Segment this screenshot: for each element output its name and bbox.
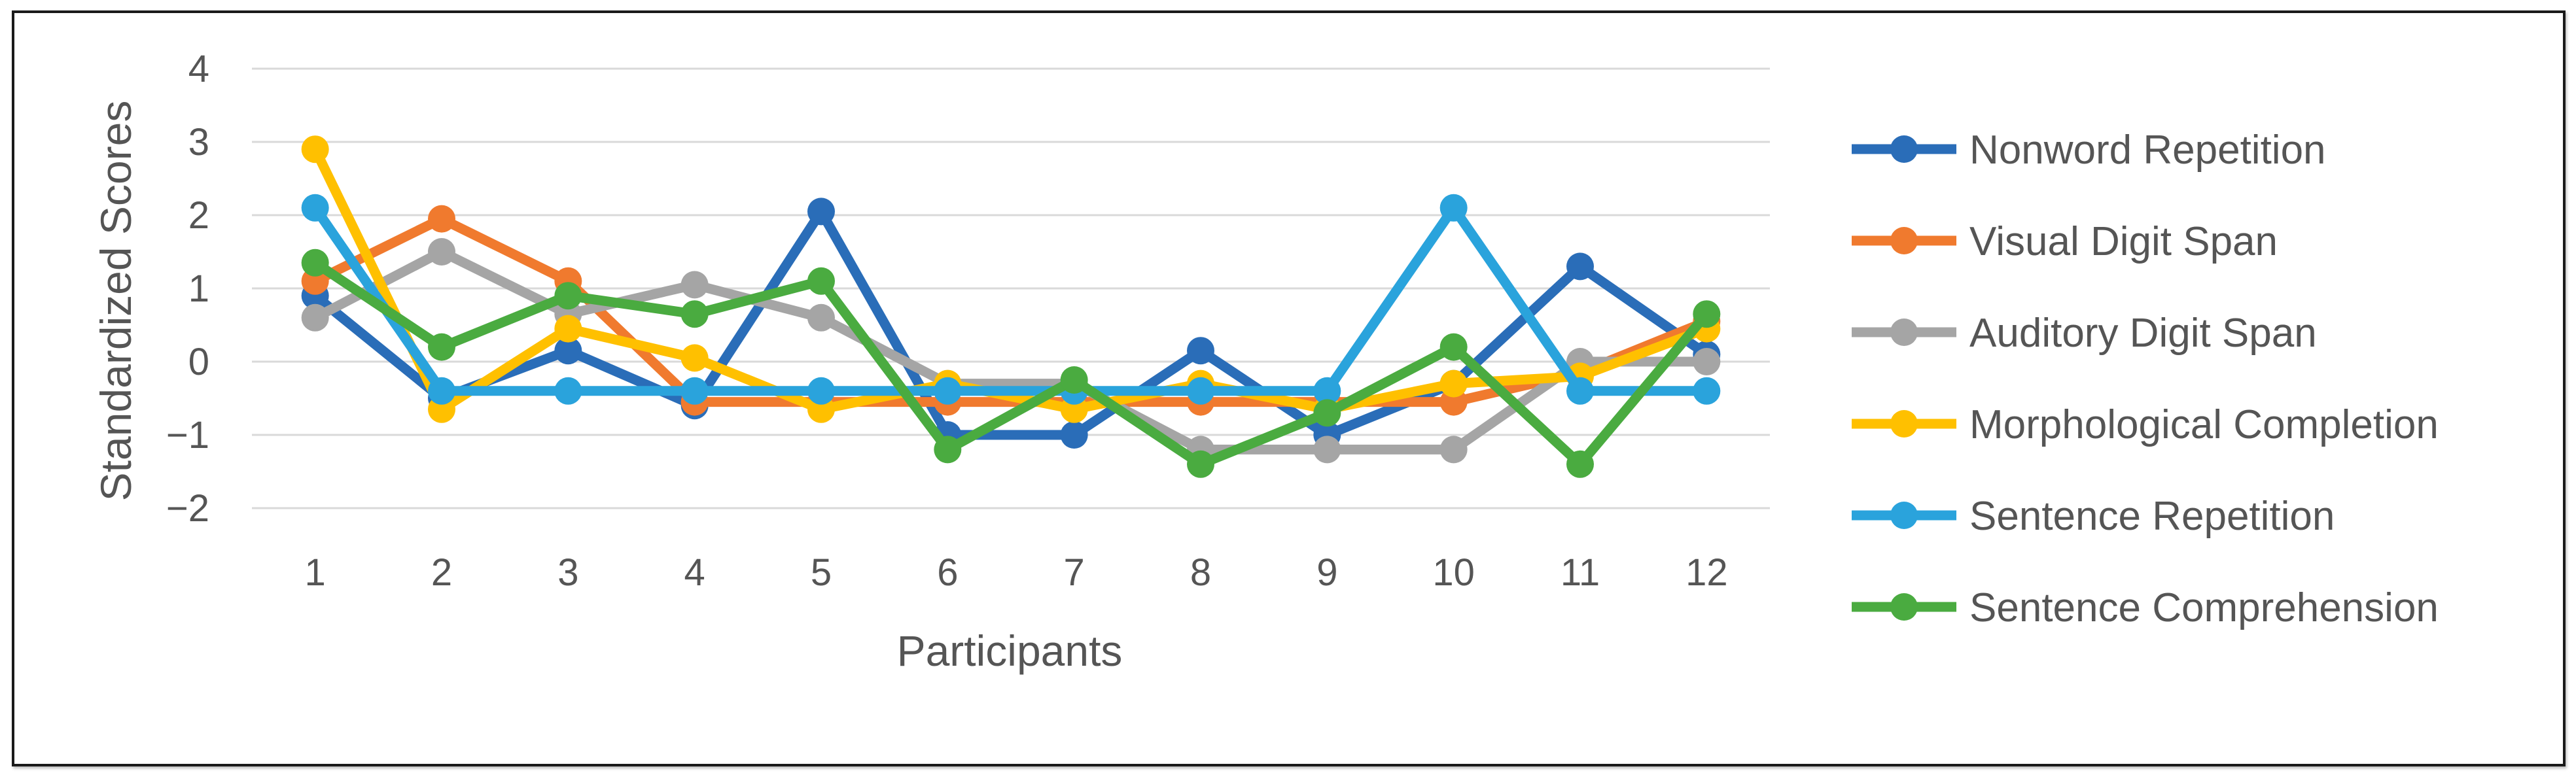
- data-point: [554, 377, 582, 405]
- data-point: [1313, 377, 1341, 405]
- legend-label: Sentence Repetition: [1969, 494, 2335, 539]
- data-point: [1313, 399, 1341, 427]
- x-tick-label: 11: [1561, 551, 1600, 594]
- x-tick-label: 10: [1432, 551, 1475, 594]
- data-point: [428, 205, 455, 233]
- x-tick-label: 5: [811, 551, 832, 594]
- legend-marker: [1890, 227, 1918, 254]
- data-point: [1693, 348, 1721, 375]
- legend-label: Sentence Comprehension: [1969, 585, 2439, 630]
- legend-marker: [1890, 410, 1918, 438]
- data-point: [1693, 377, 1721, 405]
- x-tick-label: 9: [1316, 551, 1337, 594]
- series-line: [313, 214, 1709, 407]
- x-tick-label: 12: [1685, 551, 1728, 594]
- data-point: [1187, 337, 1214, 365]
- data-point: [1566, 252, 1594, 281]
- y-tick-label: 1: [188, 267, 209, 310]
- series-line: [312, 258, 1711, 470]
- legend-entry: Sentence Comprehension: [1852, 585, 2439, 630]
- series-auditory-digit-span: [301, 238, 1721, 464]
- data-point: [1060, 421, 1088, 449]
- x-tick-labels: 1 2 3 4 5 6 7 8 9 10 11 12: [305, 551, 1728, 594]
- x-tick-label: 8: [1190, 551, 1211, 594]
- gridlines: [252, 67, 1770, 509]
- data-point: [1187, 377, 1214, 405]
- data-point: [1313, 436, 1341, 464]
- data-point: [428, 333, 455, 361]
- legend-label: Nonword Repetition: [1969, 128, 2326, 173]
- x-tick-label: 1: [305, 551, 326, 594]
- series-line: [311, 203, 1707, 396]
- data-point: [680, 300, 709, 328]
- data-point: [807, 198, 835, 226]
- legend-label: Morphological Completion: [1969, 402, 2439, 447]
- x-axis-title: Participants: [897, 627, 1123, 675]
- data-point: [554, 282, 582, 310]
- legend: Nonword Repetition Visual Digit Span Audit…: [1852, 128, 2439, 630]
- legend-label: Visual Digit Span: [1969, 219, 2278, 264]
- data-point: [428, 238, 455, 266]
- series-lines: [301, 135, 1721, 478]
- data-point: [680, 271, 709, 299]
- data-point: [1566, 450, 1594, 478]
- y-axis-title: Standardized Scores: [92, 101, 140, 502]
- data-point: [1439, 194, 1468, 222]
- x-tick-label: 2: [431, 551, 452, 594]
- data-point: [1439, 369, 1468, 398]
- legend-entry: Nonword Repetition: [1852, 128, 2326, 173]
- data-point: [301, 303, 329, 332]
- y-tick-label: −1: [166, 414, 209, 456]
- data-point: [680, 344, 709, 372]
- y-tick-label: −2: [166, 487, 209, 530]
- y-tick-label: 2: [188, 194, 209, 237]
- data-point: [301, 135, 329, 163]
- y-tick-label: 0: [188, 341, 209, 383]
- data-point: [807, 377, 835, 405]
- legend-label: Auditory Digit Span: [1969, 311, 2317, 356]
- series-line: [310, 146, 1708, 415]
- legend-marker: [1890, 502, 1918, 529]
- data-point: [934, 377, 962, 405]
- data-point: [1566, 377, 1594, 405]
- data-point: [554, 337, 582, 365]
- legend-entry: Sentence Repetition: [1852, 494, 2335, 539]
- y-tick-labels: 4 3 2 1 0 −1 −2: [166, 48, 209, 530]
- data-point: [428, 377, 455, 405]
- data-point: [1693, 300, 1721, 328]
- legend-entry: Auditory Digit Span: [1852, 311, 2317, 356]
- data-point: [680, 377, 709, 405]
- data-point: [1439, 333, 1468, 361]
- data-point: [554, 315, 582, 343]
- legend-entry: Visual Digit Span: [1852, 219, 2278, 264]
- x-tick-label: 7: [1064, 551, 1085, 594]
- series-sentence-comprehension: [301, 249, 1721, 478]
- data-point: [807, 303, 835, 332]
- data-point: [1439, 436, 1468, 464]
- x-tick-label: 4: [684, 551, 705, 594]
- legend-marker: [1890, 593, 1918, 621]
- data-point: [807, 267, 835, 295]
- y-tick-label: 4: [188, 48, 209, 90]
- data-point: [1187, 450, 1214, 478]
- data-point: [301, 249, 329, 277]
- data-point: [934, 436, 962, 464]
- data-point: [1060, 366, 1088, 394]
- legend-entry: Morphological Completion: [1852, 402, 2439, 447]
- x-tick-label: 6: [937, 551, 958, 594]
- legend-marker: [1890, 318, 1918, 346]
- legend-marker: [1890, 135, 1918, 163]
- x-tick-label: 3: [557, 551, 578, 594]
- data-point: [301, 194, 329, 222]
- y-tick-label: 3: [188, 121, 209, 163]
